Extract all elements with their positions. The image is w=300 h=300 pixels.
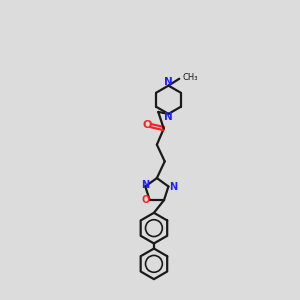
Text: N: N [169, 182, 177, 192]
Text: O: O [141, 195, 149, 205]
Text: O: O [143, 120, 152, 130]
Text: CH₃: CH₃ [183, 73, 198, 82]
Text: N: N [141, 180, 149, 190]
Text: N: N [164, 112, 173, 122]
Text: N: N [164, 77, 173, 87]
